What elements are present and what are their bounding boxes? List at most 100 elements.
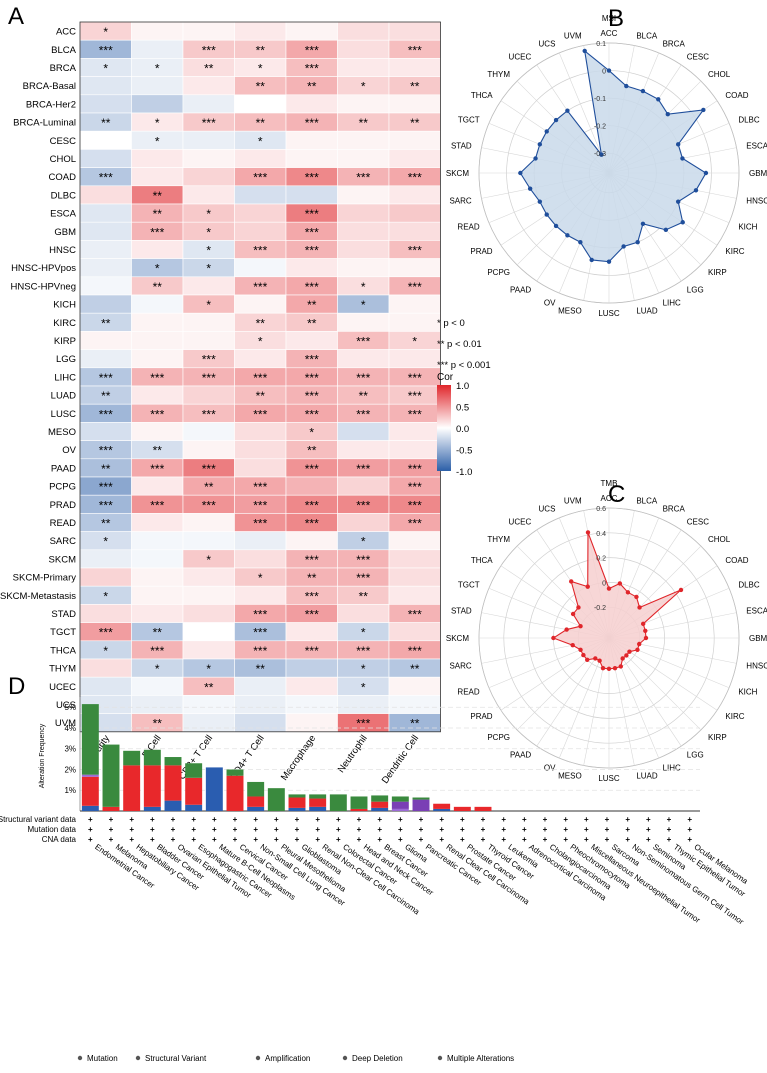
bar-segment-mutation	[185, 763, 203, 778]
bar-segment-amplification	[350, 808, 368, 811]
radar-category-label: KIRC	[725, 712, 744, 721]
radar-point	[578, 647, 583, 652]
panel-label-a: A	[8, 3, 24, 30]
radar-tick-label: 0.6	[596, 506, 606, 513]
radar-category-label: BLCA	[636, 497, 658, 506]
bar-y-tick: 3%	[64, 745, 76, 754]
heatmap-star: *	[103, 589, 108, 603]
legend-tick: 1.0	[456, 381, 469, 392]
heatmap-cell	[182, 76, 235, 96]
heatmap-star: **	[101, 116, 111, 130]
heatmap-cell	[388, 585, 441, 605]
track-marker: +	[563, 815, 568, 824]
heatmap-star: *	[155, 62, 160, 76]
heatmap-cell	[337, 349, 390, 369]
heatmap-cell	[285, 149, 338, 168]
heatmap-star: ***	[408, 371, 422, 385]
heatmap-star: ***	[356, 644, 370, 658]
heatmap-star: ***	[202, 407, 216, 421]
heatmap-cell	[388, 622, 441, 642]
radar-category-label: READ	[457, 688, 479, 697]
radar-point	[625, 590, 631, 595]
track-marker: +	[253, 835, 258, 844]
heatmap-row-label: BRCA	[50, 63, 77, 74]
heatmap-row-label: SARC	[50, 536, 77, 547]
heatmap-star: *	[361, 80, 366, 94]
track-marker: +	[129, 835, 134, 844]
radar-point	[665, 112, 670, 117]
heatmap-star: ***	[99, 444, 113, 458]
bar-segment-deep-deletion	[81, 805, 99, 811]
bar-segment-mutation	[288, 794, 306, 798]
heatmap-star: ***	[150, 225, 164, 239]
track-marker: +	[419, 815, 424, 824]
track-marker: +	[563, 835, 568, 844]
radar-point	[606, 586, 612, 591]
heatmap-star: *	[258, 134, 263, 148]
heatmap-cell	[234, 458, 287, 478]
radar-point	[643, 628, 648, 633]
radar-point	[576, 605, 581, 610]
radar-category-label: HNSC	[746, 196, 767, 205]
radar-point	[582, 48, 587, 54]
heatmap-star: ***	[253, 644, 267, 658]
radar-tick-label: -0.1	[594, 96, 606, 103]
heatmap-row-label: PRAD	[50, 500, 77, 511]
radar-category-label: THCA	[471, 91, 493, 100]
heatmap-star: **	[307, 571, 317, 585]
heatmap-row-label: DLBC	[51, 190, 76, 201]
heatmap-row-label: BRCA-Basal	[23, 81, 76, 92]
heatmap-star: **	[307, 316, 317, 330]
heatmap-star: **	[153, 280, 163, 294]
heatmap-star: ***	[305, 644, 319, 658]
heatmap-star: ***	[202, 43, 216, 57]
track-marker: +	[584, 825, 589, 834]
heatmap-cell	[234, 695, 287, 714]
heatmap-row-label: HNSC-HPVpos	[11, 263, 76, 274]
heatmap-cell	[388, 349, 441, 369]
bar-segment-amplification	[143, 765, 161, 807]
heatmap-cell	[131, 240, 184, 259]
radar-title: MSI	[602, 14, 616, 23]
heatmap-star: **	[153, 626, 163, 640]
track-marker: +	[646, 815, 651, 824]
track-marker: +	[274, 835, 279, 844]
track-marker: +	[336, 815, 341, 824]
heatmap-star: ***	[305, 553, 319, 567]
bar-segment-deep-deletion	[247, 806, 265, 811]
heatmap-cell	[285, 185, 338, 205]
heatmap-cell	[337, 695, 390, 714]
heatmap-star: ***	[408, 517, 422, 531]
heatmap-row-label: BLCA	[51, 45, 76, 56]
radar-category-label: SKCM	[446, 169, 469, 178]
heatmap-star: ***	[305, 207, 319, 221]
track-marker: +	[315, 825, 320, 834]
radar-tick-label: 0.2	[596, 556, 606, 563]
heatmap-cell	[337, 94, 390, 114]
heatmap-cell	[234, 221, 287, 241]
radar-category-label: SKCM	[446, 634, 469, 643]
radar-category-label: HNSC	[746, 661, 767, 670]
radar-category-label: UCEC	[509, 53, 532, 62]
radar-point	[589, 257, 594, 263]
bar-segment-mutation	[350, 796, 368, 809]
track-marker: +	[584, 815, 589, 824]
radar-tick-label: -0.2	[594, 605, 606, 612]
heatmap-cell	[131, 94, 184, 114]
bar-segment-mutation	[309, 794, 327, 799]
heatmap-star: ***	[408, 43, 422, 57]
legend-entry: Multiple Alterations	[447, 1054, 514, 1063]
heatmap-cell	[234, 149, 287, 168]
heatmap-cell	[285, 658, 338, 678]
heatmap-cell	[131, 567, 184, 587]
track-marker: +	[109, 815, 114, 824]
heatmap-cell	[131, 39, 184, 59]
bar-segment-amplification	[371, 801, 389, 808]
heatmap-cell	[388, 149, 441, 168]
heatmap-star: ***	[408, 608, 422, 622]
heatmap-star: ***	[356, 462, 370, 476]
heatmap-star: ***	[408, 462, 422, 476]
track-marker: +	[687, 825, 692, 834]
